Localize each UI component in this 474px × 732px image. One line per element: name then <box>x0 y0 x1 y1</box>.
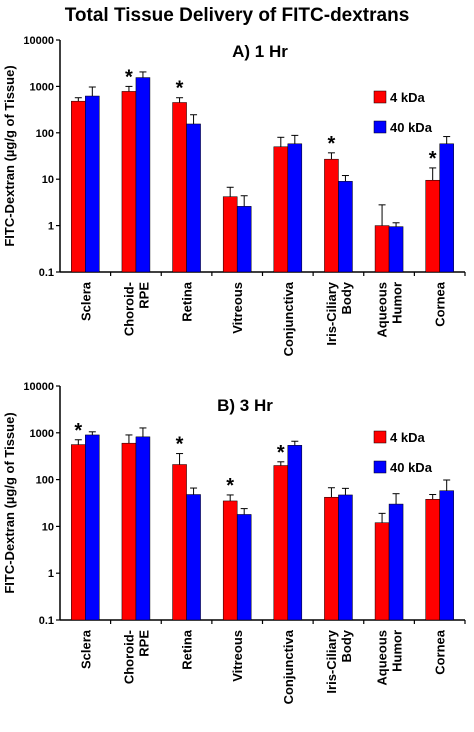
y-tick-label: 0.1 <box>39 615 54 627</box>
x-category-label: Cornea <box>433 281 448 327</box>
x-category-label: Vitreous <box>230 630 245 682</box>
y-axis-label: FITC-Dextran (µg/g of Tissue) <box>2 65 17 246</box>
x-category-label: Aqueous <box>375 630 390 686</box>
bar-series-2 <box>287 445 303 621</box>
bar-series-2 <box>439 143 454 273</box>
x-category-label: Retina <box>180 629 195 670</box>
bar-series-2 <box>388 503 404 621</box>
x-category-label: Iris-Ciliary <box>324 281 339 345</box>
x-category-label: Body <box>339 281 354 314</box>
x-category-label: RPE <box>136 282 151 309</box>
legend-swatch <box>373 120 387 134</box>
legend-label: 40 kDa <box>390 120 433 135</box>
legend-swatch <box>373 430 387 444</box>
bar-series-1 <box>273 465 289 621</box>
x-category-label: Retina <box>180 281 195 322</box>
x-category-label: Vitreous <box>230 282 245 334</box>
bar-series-1 <box>222 196 238 273</box>
x-category-label: Choroid- <box>121 630 136 684</box>
x-category-label: Body <box>339 629 354 662</box>
bar-series-1 <box>172 102 187 273</box>
chart-panels: 10000 1000 100 10 1 0.1 FITC-Dextran (µg/g of … <box>2 35 466 704</box>
bar-series-1 <box>121 91 137 273</box>
x-category-label: Choroid- <box>121 282 136 336</box>
bar-series-1 <box>374 225 390 273</box>
x-category-label: RPE <box>136 630 151 657</box>
x-category-label: Sclera <box>78 629 93 669</box>
bar-series-1 <box>71 100 86 273</box>
x-category-label: Humor <box>390 630 405 672</box>
significance-star: * <box>226 475 234 497</box>
significance-star: * <box>74 420 82 442</box>
bar-series-2 <box>85 434 100 621</box>
bar-series-1 <box>324 496 339 621</box>
y-tick-label: 1000 <box>30 428 54 440</box>
bar-series-1 <box>425 179 440 273</box>
significance-star: * <box>277 442 285 464</box>
y-tick-label: 10 <box>42 174 54 186</box>
significance-star: * <box>125 66 133 88</box>
significance-star: * <box>176 78 184 100</box>
bar-series-2 <box>236 206 252 273</box>
bar-series-2 <box>388 226 404 273</box>
bar-series-2 <box>135 77 151 273</box>
x-category-label: Sclera <box>78 281 93 321</box>
bar-series-2 <box>439 490 454 621</box>
y-axis-label: FITC-Dextran (µg/g of Tissue) <box>2 412 17 593</box>
bar-series-2 <box>338 494 353 621</box>
x-category-label: Conjunctiva <box>281 281 296 356</box>
x-category-label: Humor <box>390 282 405 324</box>
panel-title: A) 1 Hr <box>232 42 288 61</box>
y-tick-label: 0.1 <box>39 267 54 279</box>
bar-series-1 <box>121 442 137 621</box>
bar-series-2 <box>236 514 252 621</box>
x-category-label: Aqueous <box>375 282 390 338</box>
bar-series-2 <box>135 436 151 621</box>
x-category-label: Iris-Ciliary <box>324 629 339 693</box>
y-tick-label: 10000 <box>23 381 54 393</box>
bar-series-1 <box>324 158 339 273</box>
y-tick-label: 100 <box>36 128 54 140</box>
legend-swatch <box>373 460 387 474</box>
y-tick-label: 10 <box>42 521 54 533</box>
y-tick-label: 1 <box>48 568 54 580</box>
legend-label: 4 kDa <box>390 90 425 105</box>
bar-series-1 <box>273 146 289 273</box>
significance-star: * <box>176 434 184 456</box>
panel-title: B) 3 Hr <box>217 396 273 415</box>
bar-series-2 <box>338 181 353 273</box>
y-tick-label: 100 <box>36 475 54 487</box>
x-category-label: Conjunctiva <box>281 629 296 704</box>
bar-series-1 <box>172 464 187 621</box>
y-tick-label: 10000 <box>23 35 54 47</box>
significance-star: * <box>429 148 437 170</box>
bar-series-2 <box>287 143 303 273</box>
bar-series-1 <box>71 444 86 621</box>
chart-panel-2: 10000 1000 100 10 1 0.1 FITC-Dextran (µg/g of … <box>2 381 466 704</box>
chart-panel-1: 10000 1000 100 10 1 0.1 FITC-Dextran (µg/g of … <box>2 35 466 356</box>
bar-series-1 <box>374 522 390 621</box>
legend-label: 4 kDa <box>390 430 425 445</box>
bar-series-2 <box>85 95 100 273</box>
bar-series-1 <box>222 500 238 621</box>
y-tick-label: 1 <box>48 221 54 233</box>
bar-series-1 <box>425 499 440 621</box>
figure-title: Total Tissue Delivery of FITC-dextrans <box>65 5 410 26</box>
bar-series-2 <box>186 123 201 273</box>
legend-swatch <box>373 90 387 104</box>
legend-label: 40 kDa <box>390 460 433 475</box>
bar-series-2 <box>186 494 201 621</box>
x-category-label: Cornea <box>433 629 448 675</box>
significance-star: * <box>328 133 336 155</box>
y-tick-label: 1000 <box>30 81 54 93</box>
